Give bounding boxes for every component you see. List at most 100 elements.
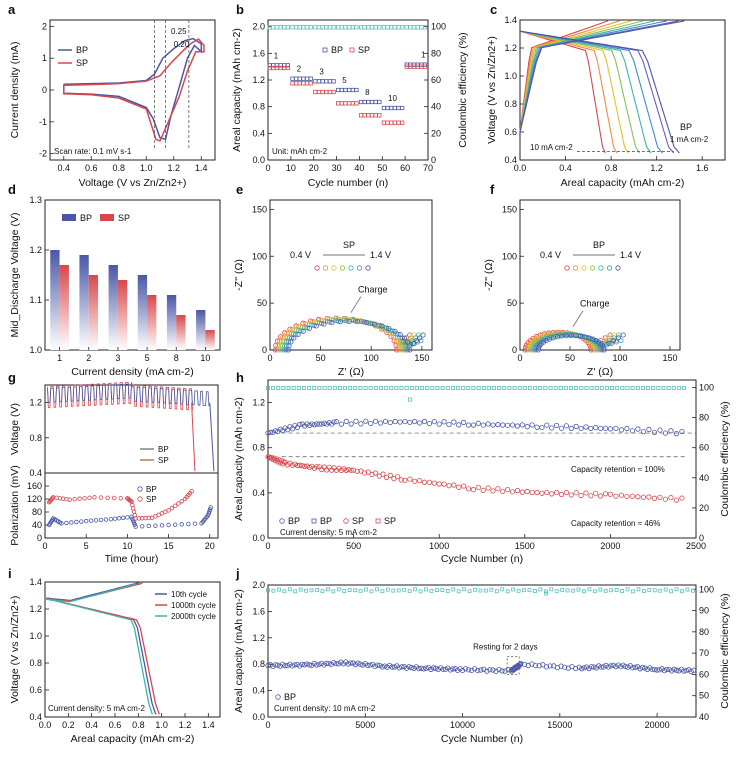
panel-c-frame: [519, 19, 726, 161]
panel-j-bp-capacity: [304, 661, 310, 667]
panel-b-sp-point: [358, 113, 364, 118]
panel-h-bp-capacity: [480, 422, 486, 428]
panel-h-bp-capacity: [348, 421, 354, 427]
panel-h-bp-capacity: [426, 420, 433, 427]
panel-b-ce-point: [285, 25, 290, 30]
panel-j-bp-capacity: [543, 664, 550, 670]
panel-j-resting-label: Resting for 2 days: [473, 643, 537, 652]
panel-h-ce-point: [378, 385, 383, 390]
panel-h-sp-capacity: [451, 482, 457, 488]
panel-h-sp-capacity: [573, 490, 579, 496]
panel-b-sp-point: [422, 64, 428, 69]
panel-b-bp-point: [343, 87, 348, 93]
panel-h-sp-capacity: [431, 480, 437, 486]
panel-c-ytick-label: 1.4: [504, 15, 517, 25]
panel-j-ce-point: [467, 589, 472, 594]
panel-a-cv-curve-sp: [63, 38, 205, 142]
panel-j-xtick-label: 0: [265, 720, 270, 730]
panel-i-xtick-label: 0.0: [39, 720, 52, 730]
panel-j-ce-point: [429, 589, 434, 593]
panel-b-ce-point: [320, 25, 325, 30]
panel-h-sp-capacity: [607, 491, 614, 497]
panel-d-legend-sp: SP: [118, 213, 130, 223]
panel-g-bottom-frame: [44, 472, 219, 539]
panel-g-bp-polarization: [108, 516, 114, 522]
panel-j-ce-point: [287, 587, 292, 592]
panel-h-ce-point: [635, 385, 640, 390]
panel-b-sp-point: [369, 113, 375, 118]
panel-j-bp-capacity: [396, 665, 402, 671]
panel-g-bp-polarization: [125, 515, 130, 520]
panel-i-current-density: Current density: 5 mA cm-2: [48, 704, 145, 713]
panel-j-bp-capacity: [430, 665, 436, 671]
panel-h-bp-capacity: [524, 424, 530, 430]
panel-j-ce-point: [478, 588, 483, 593]
panel-g-xtick-label: 20: [205, 541, 215, 551]
panel-h-bp-capacity: [519, 422, 525, 428]
panel-e-point: [404, 339, 410, 345]
panel-h-sp-capacity: [304, 463, 310, 469]
panel-b-ce-point: [290, 25, 295, 30]
panel-h-sp-capacity: [407, 476, 413, 482]
panel-d-xtick-label: 2: [86, 353, 91, 363]
panel-a-legend-sp: SP: [76, 58, 88, 68]
panel-d-xtick-label: 8: [174, 353, 179, 363]
panel-h-ce-point: [337, 385, 342, 390]
panel-h-bp-capacity: [333, 419, 340, 425]
panel-f-legend-marker: [564, 265, 570, 271]
panel-h-bp-capacity: [284, 427, 291, 433]
panel-h-bp-capacity: [470, 422, 477, 428]
panel-h-bp-capacity: [505, 422, 511, 428]
panel-h-ce-point: [666, 385, 671, 390]
panel-j-bp-capacity: [406, 664, 412, 670]
panel-e-xtick-label: 0: [267, 353, 272, 363]
panel-f-legend-marker: [598, 265, 604, 271]
panel-h-ce-point: [445, 385, 450, 390]
panel-a-cv-curve-bp: [63, 37, 203, 141]
panel-g-bp-polarization: [166, 522, 171, 528]
panel-h-sp-capacity: [495, 486, 501, 492]
panel-h-bp-capacity: [602, 425, 609, 431]
panel-g-sp-polarization: [179, 499, 184, 504]
panel-letter: d: [8, 182, 16, 197]
panel-b-bp-point: [373, 99, 378, 105]
panel-a-xtick-label: 0.6: [85, 163, 98, 173]
panel-h-bp-capacity: [613, 425, 619, 431]
panel-h-sp-capacity: [485, 485, 491, 491]
panel-j-y2tick-label: 60: [699, 669, 709, 679]
panel-j-current-density: Current density: 10 mA cm-2: [274, 704, 376, 713]
panel-h-ce-point: [604, 385, 609, 390]
panel-h-xtick-label: 1500: [515, 541, 535, 551]
panel-b-sp-point: [301, 81, 306, 86]
panel-e-ylabel: -Z'' (Ω): [233, 259, 245, 291]
panel-h-sp-capacity: [441, 481, 447, 487]
panel-c-ytick-label: 0.8: [504, 99, 517, 109]
panel-j-bp-capacity: [596, 663, 602, 669]
panel-h-ce-point: [317, 385, 322, 390]
panel-j-y2tick-label: 100: [699, 584, 714, 594]
panel-j-ce-point: [685, 587, 690, 592]
panel-j-bp-capacity: [484, 668, 490, 674]
panel-e-point: [288, 339, 294, 345]
panel-h-sp-capacity: [618, 492, 625, 498]
panel-j-bp-capacity: [399, 664, 405, 670]
panel-h-bp-capacity: [267, 429, 274, 435]
panel-f-point: [571, 332, 577, 338]
panel-h-legend-sp-square: [375, 518, 381, 524]
panel-h-ce-point: [569, 385, 574, 390]
panel-h-ce-point: [661, 385, 666, 390]
panel-g-legend-bp-marker: [137, 486, 143, 492]
panel-h-sp-capacity: [270, 456, 276, 463]
panel-g-sp-polarization: [87, 495, 92, 501]
panel-d-xtick-label: 5: [145, 353, 150, 363]
panel-d-xtick-label: 10: [200, 353, 210, 363]
panel-b-sp-point: [347, 101, 352, 106]
panel-h-bp-capacity: [412, 418, 418, 425]
panel-i-legend-label: 1000th cycle: [171, 601, 216, 610]
panel-e-point: [304, 325, 310, 331]
panel-h-bp-capacity: [583, 424, 589, 430]
panel-h-sp-capacity: [529, 489, 535, 496]
panel-j-bp-capacity: [440, 666, 446, 672]
panel-h-sp-capacity: [662, 496, 669, 502]
panel-b-sp-point: [285, 65, 290, 71]
